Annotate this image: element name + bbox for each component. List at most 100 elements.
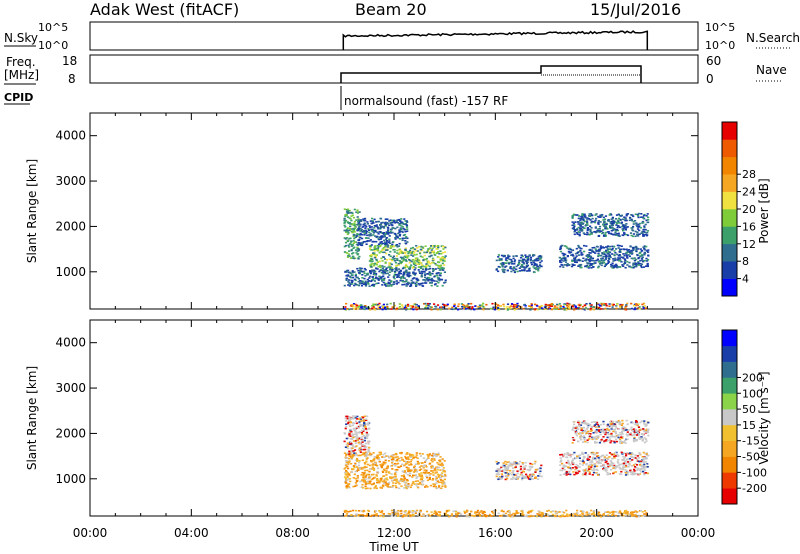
velocity-panel-cell	[361, 466, 364, 469]
power-panel-cell	[635, 303, 638, 305]
velocity-panel-cell	[567, 461, 570, 464]
velocity-panel-cell	[614, 438, 618, 441]
velocity-panel-cell	[576, 455, 579, 457]
power-panel-cell	[377, 279, 380, 281]
power-panel-cell	[383, 271, 386, 274]
power-panel-cell	[597, 235, 600, 237]
power-panel-cell	[385, 240, 389, 242]
power-x-ticks	[89, 113, 699, 309]
velocity-panel-cell	[362, 514, 365, 516]
power-panel-cell	[503, 305, 506, 308]
power-panel-cell	[591, 249, 594, 252]
velocity-panel-cell	[354, 446, 357, 448]
power-panel-cell	[351, 270, 354, 272]
velocity-panel-cell	[360, 420, 363, 422]
power-panel-cell	[632, 264, 635, 266]
power-panel-cell	[621, 228, 624, 230]
power-panel-cell	[515, 306, 518, 308]
power-panel-cell	[568, 252, 571, 254]
velocity-panel-cell	[473, 515, 476, 517]
velocity-panel-cell	[515, 462, 518, 464]
power-panel-cell	[538, 255, 541, 257]
power-panel-cell	[535, 263, 538, 266]
velocity-panel-cell	[438, 513, 441, 516]
power-panel-cell	[403, 251, 407, 254]
power-panel-cell	[605, 250, 608, 253]
velocity-panel-cell	[412, 471, 416, 473]
power-panel-cell	[509, 266, 512, 268]
velocity-panel-cell	[365, 428, 368, 431]
velocity-panel-cell	[350, 450, 353, 453]
velocity-panel-cell	[642, 458, 645, 460]
velocity-panel-cell	[606, 466, 609, 469]
power-panel-cell	[642, 260, 645, 263]
velocity-panel-cell	[526, 475, 529, 478]
velocity-panel-cell	[639, 463, 642, 466]
velocity-panel-cell	[435, 513, 438, 516]
velocity-panel-cell	[431, 479, 434, 481]
velocity-panel-cell	[347, 511, 350, 513]
power-panel-cell	[395, 280, 398, 282]
velocity-panel-cell	[418, 482, 421, 485]
velocity-panel-cell	[441, 458, 444, 460]
date-title: 15/Jul/2016	[590, 0, 681, 19]
power-panel-cell	[384, 270, 387, 272]
velocity-panel-cell	[432, 483, 435, 485]
power-panel-cell	[441, 266, 444, 269]
velocity-panel-cell	[391, 513, 394, 515]
power-panel-cell	[596, 258, 600, 261]
power-panel-cell	[371, 253, 375, 255]
power-panel-cell	[373, 264, 376, 267]
velocity-panel-cell	[537, 478, 540, 480]
velocity-panel-cell	[390, 455, 393, 457]
power-panel-cell	[381, 284, 384, 286]
power-panel-cell	[643, 253, 646, 256]
power-panel-cell	[630, 266, 633, 269]
velocity-panel-cell	[611, 424, 614, 426]
velocity-panel-cell	[362, 416, 365, 419]
velocity-panel-cell	[357, 441, 360, 444]
velocity-panel-cell	[366, 480, 369, 483]
power-panel-cell	[439, 274, 442, 277]
power-panel-cell	[617, 255, 620, 257]
power-panel-cell	[424, 258, 427, 261]
power-panel-cell	[526, 270, 529, 272]
velocity-panel-cell	[591, 461, 594, 463]
power-panel-cell	[642, 228, 645, 231]
velocity-panel-cell	[354, 485, 357, 487]
power-panel-cell	[420, 275, 423, 278]
velocity-panel-cell	[349, 477, 352, 480]
velocity-panel-cell	[520, 478, 524, 481]
velocity-panel-cell	[539, 470, 542, 473]
velocity-panel-cell	[639, 469, 642, 472]
power-panel-cell	[573, 213, 576, 216]
power-panel-cell	[347, 274, 350, 276]
velocity-panel-cell	[359, 419, 362, 421]
power-panel-cell	[520, 306, 523, 308]
power-panel-cell	[504, 266, 507, 268]
power-panel-cell	[549, 303, 552, 306]
power-panel-cell	[386, 230, 390, 232]
velocity-panel-cell	[348, 454, 351, 457]
velocity-panel-cell	[428, 463, 431, 465]
power-panel-cell	[404, 240, 407, 242]
power-panel-cell	[586, 224, 589, 226]
velocity-panel-cell	[421, 477, 424, 479]
velocity-panel-cell	[361, 483, 364, 486]
power-panel-cell	[357, 284, 360, 287]
velocity-panel-cell	[642, 468, 645, 470]
velocity-panel-cell	[597, 511, 601, 514]
velocity-panel-cell	[420, 474, 423, 476]
velocity-panel-cell	[367, 433, 370, 436]
power-panel-cell	[384, 282, 387, 285]
power-panel-cell	[625, 248, 628, 251]
power-panel-cell	[378, 275, 381, 278]
power-panel-cell	[633, 257, 636, 259]
power-panel-cell	[367, 228, 370, 230]
power-panel-cell	[522, 266, 525, 268]
power-panel-cell	[368, 240, 371, 242]
power-panel-cell	[598, 304, 602, 307]
velocity-panel-cell	[369, 480, 372, 483]
power-panel-cell	[462, 303, 465, 306]
velocity-panel-cell	[610, 469, 613, 471]
